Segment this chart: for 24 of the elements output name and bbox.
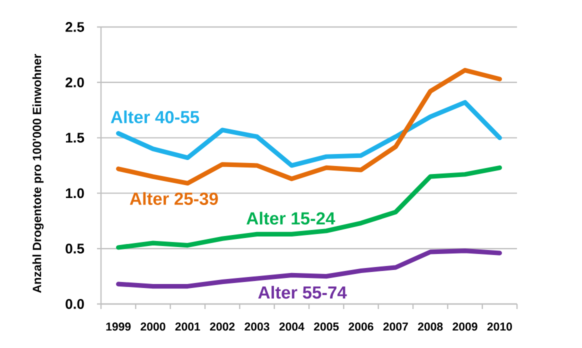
y-tick-label: 1.5 — [66, 132, 84, 143]
x-tick-label: 2004 — [279, 322, 304, 331]
y-tick-label: 0.0 — [66, 299, 84, 309]
y-axis-title: Anzahl Drogentote pro 100'000 Einwohner — [32, 54, 44, 293]
x-tick-label: 2005 — [314, 322, 339, 331]
x-tick-label: 2010 — [487, 322, 512, 331]
x-tick-label: 2000 — [140, 322, 166, 331]
x-tick-label: 2002 — [210, 322, 235, 331]
line-series — [116, 165, 502, 250]
y-tick-label: 2.0 — [66, 77, 84, 88]
series-label: Alter 15-24 — [246, 212, 336, 225]
series-label: Alter 55-74 — [258, 286, 347, 299]
x-tick-label: 1999 — [106, 322, 131, 331]
x-tick-label: 2008 — [418, 322, 443, 331]
x-tick-label: 2009 — [452, 322, 478, 331]
y-tick-label: 0.5 — [66, 244, 84, 254]
x-tick-label: 2007 — [383, 322, 408, 331]
series-label: Alter 25-39 — [130, 192, 218, 205]
y-tick-label: 1.0 — [66, 188, 84, 198]
x-tick-label: 2003 — [244, 322, 270, 331]
series-label: Alter 40-55 — [110, 110, 200, 124]
x-tick-label: 2001 — [175, 322, 200, 331]
x-tick-label: 2006 — [348, 322, 374, 331]
y-tick-label: 2.5 — [66, 22, 84, 32]
